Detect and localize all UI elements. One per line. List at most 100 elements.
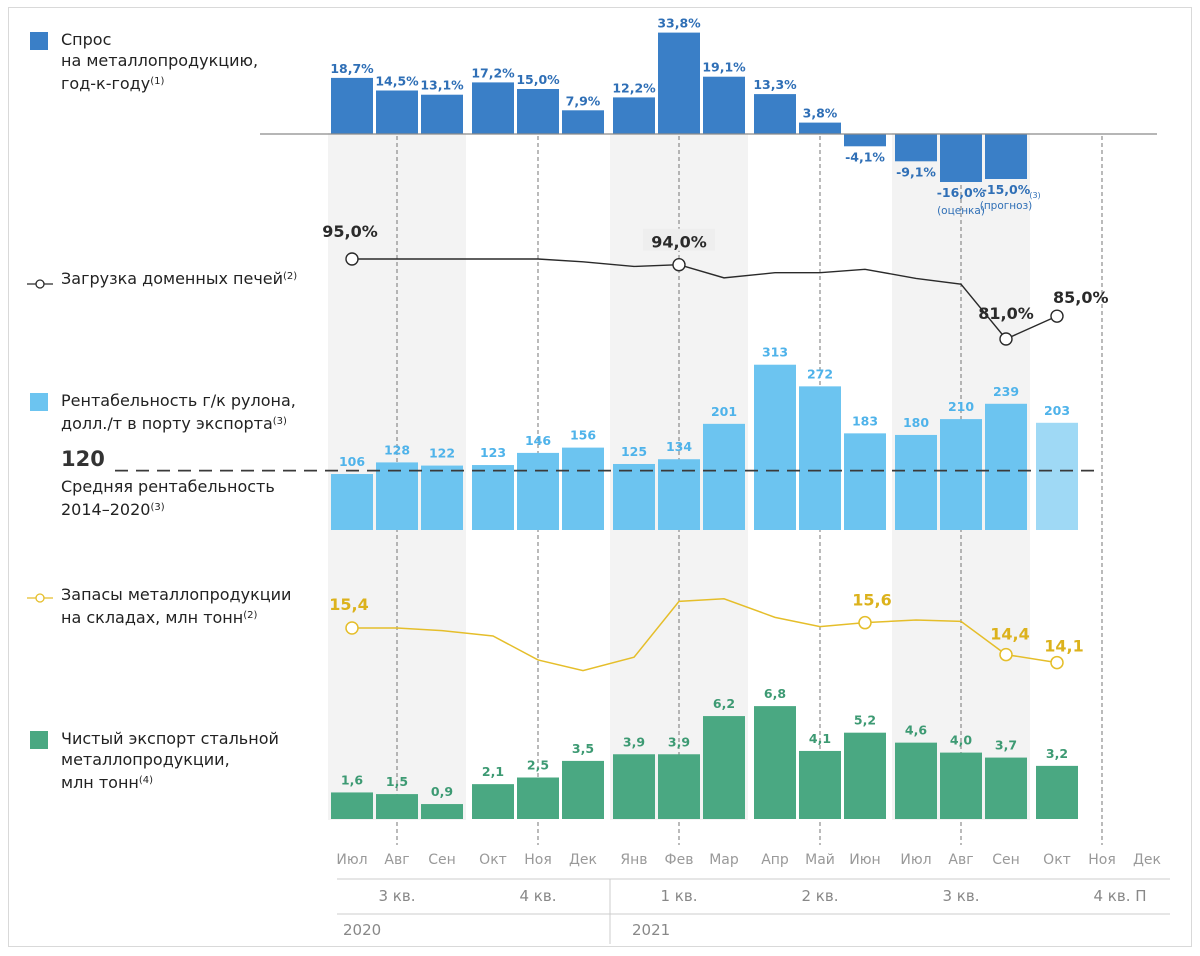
export-legend: Чистый экспорт стальной металлопродукции… bbox=[61, 728, 279, 793]
average-value: 120 bbox=[61, 447, 105, 471]
export-bar bbox=[472, 784, 514, 819]
export-value-label: 6,2 bbox=[713, 696, 735, 711]
profit-value-label: 146 bbox=[525, 433, 551, 448]
profit-bar bbox=[517, 452, 559, 530]
demand-bar bbox=[613, 97, 655, 134]
stocks-legend-line1: Запасы металлопродукции bbox=[61, 585, 292, 604]
stocks-marker bbox=[345, 621, 359, 635]
export-value-label: 3,2 bbox=[1046, 746, 1068, 761]
stocks-marker bbox=[1050, 655, 1064, 670]
furnace-legend-text: Загрузка доменных печей bbox=[61, 269, 284, 288]
profit-value-label: 201 bbox=[711, 404, 737, 419]
furnace-legend: Загрузка доменных печей(2) bbox=[61, 266, 297, 289]
month-tick-label: Дек bbox=[1133, 852, 1161, 868]
profit-bar bbox=[703, 423, 745, 530]
month-tick-label: Июл bbox=[900, 852, 931, 868]
profit-value-label: 123 bbox=[480, 445, 506, 460]
profit-value-label: 313 bbox=[762, 345, 788, 360]
furnace-legend-marker bbox=[27, 274, 53, 293]
month-tick-label: Ноя bbox=[524, 852, 552, 868]
furnace-marker bbox=[672, 258, 686, 272]
export-bar bbox=[658, 754, 700, 819]
profit-bar bbox=[895, 434, 937, 530]
export-bar bbox=[613, 754, 655, 819]
furnace-marker bbox=[1050, 309, 1064, 323]
export-bar bbox=[376, 794, 418, 819]
stocks-legend-line2: на складах, млн тонн bbox=[61, 608, 244, 627]
month-tick-label: Янв bbox=[620, 852, 647, 868]
profit-value-label: 203 bbox=[1044, 403, 1070, 418]
month-tick-label: Сен bbox=[428, 852, 456, 868]
furnace-legend-note: (2) bbox=[283, 271, 298, 282]
demand-value-label: 17,2% bbox=[471, 65, 515, 80]
demand-value-label: -4,1% bbox=[845, 149, 885, 164]
export-legend-line3: млн тонн bbox=[61, 773, 139, 792]
export-bar bbox=[799, 750, 841, 819]
demand-value-label: 13,3% bbox=[753, 77, 797, 92]
demand-note-footnote: (3) bbox=[1029, 191, 1040, 200]
export-bar bbox=[703, 716, 745, 819]
demand-bar bbox=[517, 89, 559, 134]
export-value-label: 6,8 bbox=[764, 686, 786, 701]
stocks-value-label: 15,4 bbox=[329, 595, 368, 614]
month-tick-label: Окт bbox=[1043, 852, 1071, 868]
month-tick-label: Июл bbox=[336, 852, 367, 868]
demand-value-label: 14,5% bbox=[375, 74, 419, 89]
stocks-value-label: 14,1 bbox=[1044, 637, 1083, 656]
profit-legend: Рентабельность г/к рулона, долл./т в пор… bbox=[61, 390, 296, 434]
furnace-value-label: 81,0% bbox=[978, 304, 1034, 323]
chart-frame bbox=[8, 7, 1192, 947]
demand-legend-note: (1) bbox=[150, 76, 165, 87]
profit-legend-line2: долл./т в порту экспорта bbox=[61, 414, 273, 433]
export-value-label: 3,9 bbox=[623, 734, 645, 749]
export-value-label: 5,2 bbox=[854, 713, 876, 728]
quarter-label: 3 кв. bbox=[379, 887, 416, 905]
quarter-label: 4 кв. bbox=[520, 887, 557, 905]
furnace-line bbox=[352, 258, 1058, 340]
year-label: 2020 bbox=[343, 921, 381, 939]
profit-value-label: 210 bbox=[948, 399, 974, 414]
demand-value-label: 33,8% bbox=[657, 16, 701, 31]
demand-bar bbox=[703, 76, 745, 134]
profit-bar bbox=[1036, 422, 1078, 530]
export-value-label: 3,5 bbox=[572, 741, 594, 756]
demand-note-forecast: (прогноз) bbox=[980, 200, 1033, 212]
stocks-marker bbox=[999, 647, 1013, 662]
quarter-label: 4 кв. П bbox=[1093, 887, 1146, 905]
stocks-legend-marker bbox=[27, 588, 53, 607]
demand-legend-line1: Спрос bbox=[61, 30, 112, 49]
demand-bar bbox=[421, 94, 463, 134]
profit-legend-note: (3) bbox=[272, 416, 287, 427]
demand-value-label: 15,0% bbox=[516, 72, 560, 87]
stocks-marker bbox=[858, 615, 872, 630]
profit-bar bbox=[754, 364, 796, 530]
export-value-label: 1,6 bbox=[341, 772, 363, 787]
month-tick-label: Апр bbox=[761, 852, 789, 868]
export-bar bbox=[985, 757, 1027, 819]
export-bar bbox=[940, 752, 982, 819]
month-tick-label: Сен bbox=[992, 852, 1020, 868]
profit-legend-swatch bbox=[30, 393, 48, 411]
demand-note-estimate: (оценка) bbox=[937, 205, 985, 217]
demand-bar bbox=[985, 134, 1027, 179]
profit-value-label: 134 bbox=[666, 439, 692, 454]
profit-bar bbox=[562, 447, 604, 530]
export-bar bbox=[331, 792, 373, 819]
export-value-label: 2,1 bbox=[482, 764, 504, 779]
demand-value-label: 18,7% bbox=[330, 61, 374, 76]
profit-value-label: 106 bbox=[339, 454, 365, 469]
export-bar bbox=[895, 742, 937, 819]
export-value-label: 3,7 bbox=[995, 738, 1017, 753]
stocks-value-label: 15,6 bbox=[852, 591, 891, 610]
demand-bar bbox=[940, 134, 982, 182]
export-value-label: 0,9 bbox=[431, 784, 453, 799]
stocks-legend: Запасы металлопродукции на складах, млн … bbox=[61, 584, 291, 628]
demand-value-label: -9,1% bbox=[896, 164, 936, 179]
export-legend-note: (4) bbox=[138, 775, 154, 786]
export-bar bbox=[421, 804, 463, 819]
quarter-label: 3 кв. bbox=[943, 887, 980, 905]
demand-bar bbox=[562, 110, 604, 134]
export-legend-swatch bbox=[30, 731, 48, 749]
profit-bar bbox=[940, 419, 982, 530]
